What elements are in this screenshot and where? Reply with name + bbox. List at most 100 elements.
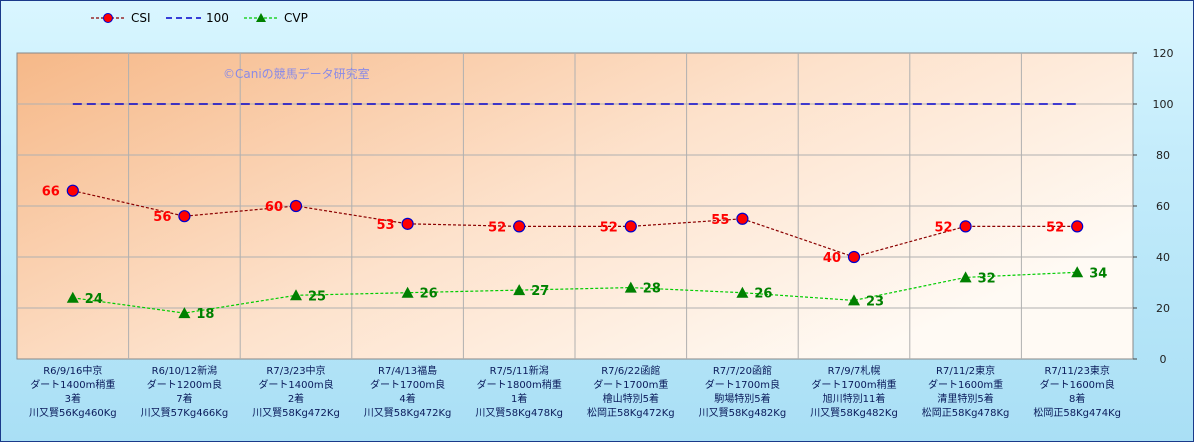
csi-point (847, 250, 861, 264)
cvp-data-label: 26 (420, 287, 438, 302)
x-category-label: R6/9/16中京 (43, 364, 102, 377)
x-category-label: ダート1700m重 (593, 378, 668, 391)
x-category-label: 川又賢58Kg478Kg (475, 407, 563, 419)
y-tick-label: 100 (1153, 98, 1174, 111)
csi-point (959, 220, 972, 233)
x-category-label: ダート1200m良 (147, 378, 222, 391)
x-category-label: 川又賢57Kg466Kg (141, 407, 229, 419)
x-category-label: ダート1600m良 (1040, 378, 1115, 391)
cvp-point (178, 307, 191, 319)
x-category-label: ダート1800m稍重 (477, 378, 562, 391)
cvp-point (290, 289, 302, 301)
csi-data-label: 52 (600, 220, 618, 235)
cvp-point (513, 284, 526, 296)
x-category-label: 川又賢56Kg460Kg (29, 407, 117, 419)
csi-data-label: 60 (265, 200, 283, 215)
cvp-point (736, 286, 749, 298)
csi-data-label: 55 (711, 213, 729, 228)
x-category-label: 清里特別5着 (937, 392, 993, 405)
cvp-point (1071, 266, 1084, 278)
x-category-label: 川又賢58Kg472Kg (252, 407, 340, 419)
csi-series-layer: 66 56 60 53 52 52 55 40 52 52 (42, 184, 1084, 266)
legend-item-100: 100 (166, 11, 229, 25)
y-tick-label: 20 (1156, 302, 1170, 315)
x-category-label: ダート1700m良 (370, 378, 445, 391)
csi-point (178, 210, 191, 223)
legend: CSI 100 CVP (91, 11, 308, 25)
csi-data-label: 52 (488, 220, 506, 235)
cvp-data-label: 34 (1089, 266, 1107, 281)
legend-cvp-marker (256, 13, 266, 22)
y-tick-label: 60 (1156, 200, 1170, 213)
cvp-data-label: 23 (866, 294, 884, 309)
x-category-label: R7/11/23東京 (1044, 364, 1110, 377)
cvp-point (401, 286, 414, 298)
csi-data-label: 53 (377, 218, 395, 233)
cvp-data-label: 25 (308, 289, 326, 304)
cvp-data-label: 27 (531, 284, 549, 299)
x-category-label: ダート1400m良 (258, 378, 333, 391)
x-category-label: 駒場特別5着 (714, 392, 770, 405)
x-category-label: ダート1700m稍重 (811, 378, 896, 391)
csi-point (513, 220, 526, 233)
cvp-data-label: 26 (754, 287, 772, 302)
y-tick-label: 40 (1156, 251, 1170, 264)
x-category-label: 檜山特別5着 (603, 392, 659, 405)
y-tick-label: 80 (1156, 149, 1170, 162)
x-category-label: R7/7/20函館 (713, 364, 772, 377)
watermark-text: ©Caniの競馬データ研究室 (223, 66, 370, 81)
x-category-label: 川又賢58Kg482Kg (810, 407, 898, 419)
csi-point (736, 212, 749, 225)
legend-item-cvp: CVP (244, 11, 308, 25)
csi-data-label: 56 (153, 210, 171, 225)
x-category-label: R7/4/13福島 (378, 364, 437, 377)
csi-point (624, 220, 637, 233)
cvp-point (959, 271, 972, 283)
csi-line (72, 190, 1078, 258)
x-category-label: ダート1400m稍重 (30, 378, 115, 391)
x-category-label: 川又賢58Kg482Kg (699, 407, 787, 419)
cvp-data-label: 32 (978, 271, 996, 286)
csi-point (1071, 220, 1084, 233)
x-category-label: 松岡正58Kg472Kg (587, 406, 675, 419)
x-category-label: ダート1700m良 (705, 378, 780, 391)
csi-data-label: 66 (42, 185, 60, 200)
x-category-label: 8着 (1069, 392, 1085, 405)
legend-csi-label: CSI (131, 11, 151, 25)
y-axis: 0 20 40 60 80 100 120 (1133, 47, 1174, 366)
x-category-label: 松岡正58Kg478Kg (922, 406, 1010, 419)
x-category-label: 4着 (399, 392, 415, 405)
csi-point (401, 217, 414, 230)
cvp-line (72, 271, 1078, 314)
x-category-label: R7/3/23中京 (266, 364, 325, 377)
x-category-label: R7/5/11新潟 (490, 364, 549, 377)
x-category-label: 3着 (65, 392, 81, 405)
csi-data-label: 52 (935, 220, 953, 235)
legend-100-label: 100 (206, 11, 229, 25)
cvp-point (624, 281, 637, 293)
y-tick-label: 120 (1153, 47, 1174, 60)
cvp-point (66, 291, 79, 303)
cvp-series-layer: 24 18 25 26 27 28 26 23 32 34 (66, 266, 1107, 322)
x-category-label: R7/9/7札幌 (828, 364, 881, 377)
x-category-label: 松岡正58Kg474Kg (1033, 406, 1121, 419)
x-category-label: ダート1600m重 (928, 378, 1003, 391)
csi-point (289, 199, 303, 213)
x-category-label: 7着 (176, 392, 192, 405)
csi-data-label: 40 (823, 251, 841, 266)
x-category-label: 2着 (288, 392, 304, 405)
x-category-label: R7/6/22函館 (601, 364, 660, 377)
x-category-label: R6/10/12新潟 (152, 364, 218, 377)
cvp-data-label: 24 (85, 292, 103, 307)
legend-cvp-label: CVP (284, 11, 308, 25)
legend-item-csi: CSI (91, 11, 151, 25)
cvp-data-label: 18 (196, 307, 214, 322)
y-tick-label: 0 (1160, 353, 1167, 366)
x-category-label: 川又賢58Kg472Kg (364, 407, 452, 419)
csi-point (66, 184, 79, 197)
csi-data-label: 52 (1046, 220, 1064, 235)
x-category-label: 旭川特別11着 (823, 392, 886, 405)
